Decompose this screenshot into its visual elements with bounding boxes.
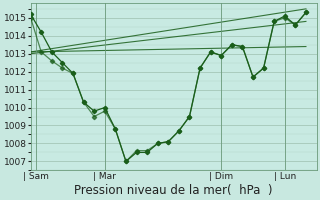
X-axis label: Pression niveau de la mer(  hPa  ): Pression niveau de la mer( hPa ) — [74, 184, 273, 197]
